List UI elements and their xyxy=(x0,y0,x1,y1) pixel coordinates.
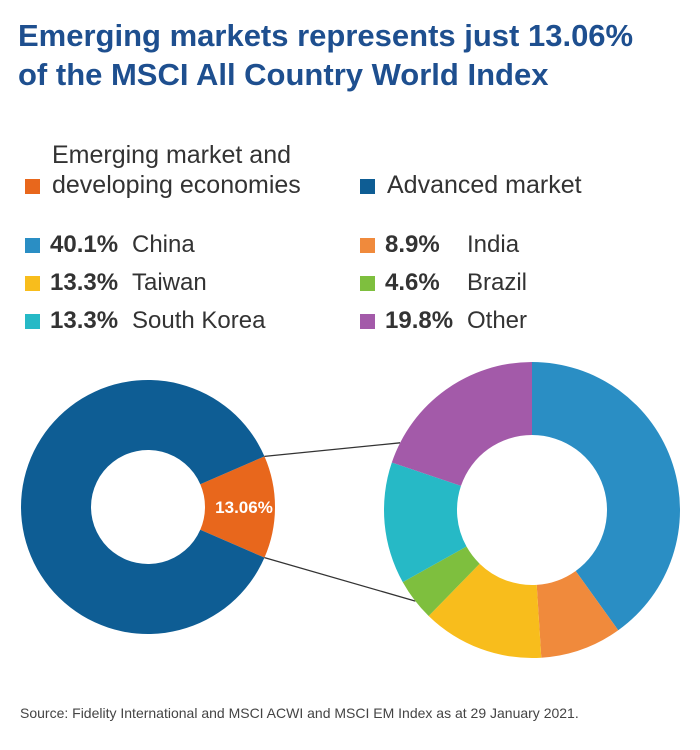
legend-label-emerging-line2: developing economies xyxy=(52,171,301,199)
legend-swatch-emerging xyxy=(25,179,40,194)
legend-item-brazil: 4.6% Brazil xyxy=(360,266,527,300)
legend-label-advanced: Advanced market xyxy=(387,171,582,199)
legend-swatch-india xyxy=(360,237,375,253)
title-line-1: Emerging markets represents just 13.06% xyxy=(18,18,634,53)
legend-swatch-advanced xyxy=(360,179,375,194)
em-slice-other xyxy=(391,362,532,486)
legend-swatch-other xyxy=(360,313,375,329)
connector-lines xyxy=(264,442,416,602)
legend-item-india: 8.9% India xyxy=(360,228,519,262)
connector-line-upper xyxy=(264,442,401,457)
legend-item-emerging: Emerging market and developing economies xyxy=(25,140,301,200)
em-slice-india xyxy=(536,570,619,658)
legend-value-taiwan: 13.3% xyxy=(50,269,119,296)
legend-name-india: India xyxy=(467,231,520,258)
source-note: Source: Fidelity International and MSCI … xyxy=(20,705,579,721)
em-slice-brazil xyxy=(402,546,480,616)
legend-name-china: China xyxy=(132,231,195,258)
legend-value-brazil: 4.6% xyxy=(385,269,440,296)
donut-charts: 13.06% xyxy=(21,362,680,658)
legend-name-taiwan: Taiwan xyxy=(132,269,207,296)
world-slice-emerging-market-and-developing-economies xyxy=(200,456,275,558)
world-index-donut xyxy=(21,380,275,634)
emerging-share-label: 13.06% xyxy=(215,498,273,517)
legend-value-india: 8.9% xyxy=(385,231,440,258)
title-line-2: of the MSCI All Country World Index xyxy=(18,57,549,92)
legend-name-other: Other xyxy=(467,307,528,334)
legend-value-china: 40.1% xyxy=(50,231,119,258)
legend-value-south-korea: 13.3% xyxy=(50,307,119,334)
emerging-markets-donut xyxy=(384,362,680,658)
legend-swatch-china xyxy=(25,237,40,253)
legend-item-other: 19.8% Other xyxy=(360,304,527,338)
legend-item-advanced: Advanced market xyxy=(360,170,582,200)
chart-title: Emerging markets represents just 13.06% … xyxy=(18,16,688,94)
legend-name-brazil: Brazil xyxy=(467,269,528,296)
legend-item-taiwan: 13.3% Taiwan xyxy=(25,266,207,300)
legend-item-south-korea: 13.3% South Korea xyxy=(25,304,265,338)
em-slice-south-korea xyxy=(384,462,467,583)
connector-line-lower xyxy=(264,557,416,602)
legend-item-china: 40.1% China xyxy=(25,228,195,262)
legend-swatch-taiwan xyxy=(25,275,40,291)
em-slice-taiwan xyxy=(428,563,542,658)
em-slice-china xyxy=(532,362,680,631)
legend-swatch-south-korea xyxy=(25,313,40,329)
legend-label-emerging-line1: Emerging market and xyxy=(52,141,292,169)
world-slice-advanced-market xyxy=(21,380,265,634)
legend-swatch-brazil xyxy=(360,275,375,291)
legend-name-south-korea: South Korea xyxy=(132,307,266,334)
market-legend: Emerging market and developing economies… xyxy=(25,140,685,200)
legend-value-other: 19.8% xyxy=(385,307,454,334)
